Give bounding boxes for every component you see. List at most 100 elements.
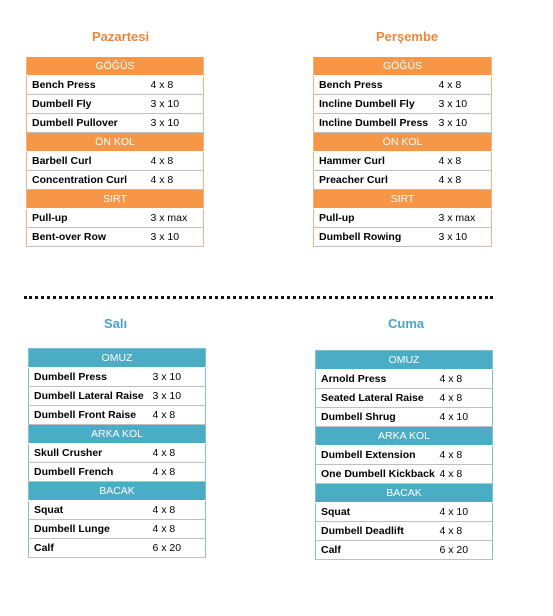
exercise-row: Dumbell Lunge 4 x 8 <box>28 519 206 539</box>
muscle-group-header: OMUZ <box>315 350 493 370</box>
exercise-name: Squat <box>315 502 440 522</box>
sets-reps: 3 x 10 <box>438 227 492 247</box>
exercise-name: Dumbell Extension <box>315 445 440 465</box>
exercise-row: Pull-up 3 x max <box>313 208 492 228</box>
workout-table-persembe: GÖĞÜS Bench Press 4 x 8 Incline Dumbell Fly… <box>313 57 492 247</box>
sets-reps: 3 x 10 <box>150 113 204 133</box>
exercise-row: Calf 6 x 20 <box>315 540 493 560</box>
sets-reps: 4 x 10 <box>439 407 493 427</box>
exercise-name: Dumbell Shrug <box>315 407 440 427</box>
muscle-group-label: SIRT <box>26 189 204 209</box>
sets-reps: 6 x 20 <box>439 540 493 560</box>
muscle-group-header: OMUZ <box>28 348 206 368</box>
exercise-name: Seated Lateral Raise <box>315 388 440 408</box>
sets-reps: 4 x 8 <box>152 462 206 482</box>
sets-reps: 4 x 8 <box>152 500 206 520</box>
sets-reps: 4 x 8 <box>152 405 206 425</box>
exercise-name: Squat <box>28 500 153 520</box>
muscle-group-header: SIRT <box>26 189 204 209</box>
sets-reps: 3 x max <box>150 208 204 228</box>
exercise-row: Pull-up 3 x max <box>26 208 204 228</box>
exercise-row: Seated Lateral Raise 4 x 8 <box>315 388 493 408</box>
muscle-group-header: ÖN KOL <box>26 132 204 152</box>
sets-reps: 4 x 8 <box>150 75 204 95</box>
exercise-name: Dumbell French <box>28 462 153 482</box>
exercise-row: Incline Dumbell Press 3 x 10 <box>313 113 492 133</box>
sets-reps: 3 x max <box>438 208 492 228</box>
exercise-row: Dumbell Lateral Raise 3 x 10 <box>28 386 206 406</box>
exercise-row: Hammer Curl 4 x 8 <box>313 151 492 171</box>
muscle-group-label: OMUZ <box>315 350 493 370</box>
exercise-name: Preacher Curl <box>313 170 439 190</box>
exercise-row: One Dumbell Kickback 4 x 8 <box>315 464 493 484</box>
muscle-group-header: SIRT <box>313 189 492 209</box>
muscle-group-label: GÖĞÜS <box>26 57 204 76</box>
exercise-name: Dumbell Pullover <box>26 113 151 133</box>
sets-reps: 3 x 10 <box>150 94 204 114</box>
day-title-persembe: Perşembe <box>376 29 439 44</box>
exercise-name: Arnold Press <box>315 369 440 389</box>
muscle-group-label: OMUZ <box>28 348 206 368</box>
muscle-group-header: ÖN KOL <box>313 132 492 152</box>
exercise-name: Pull-up <box>313 208 439 228</box>
sets-reps: 4 x 8 <box>438 170 492 190</box>
exercise-row: Dumbell Fly 3 x 10 <box>26 94 204 114</box>
muscle-group-label: BACAK <box>315 483 493 503</box>
muscle-group-label: ÖN KOL <box>26 132 204 152</box>
sets-reps: 4 x 8 <box>439 369 493 389</box>
sets-reps: 4 x 8 <box>439 445 493 465</box>
exercise-row: Concentration Curl 4 x 8 <box>26 170 204 190</box>
exercise-row: Arnold Press 4 x 8 <box>315 369 493 389</box>
exercise-row: Bent-over Row 3 x 10 <box>26 227 204 247</box>
day-title-pazartesi: Pazartesi <box>92 29 150 44</box>
muscle-group-label: SIRT <box>313 189 492 209</box>
sets-reps: 4 x 8 <box>150 151 204 171</box>
exercise-row: Calf 6 x 20 <box>28 538 206 558</box>
sets-reps: 4 x 8 <box>439 521 493 541</box>
exercise-name: Dumbell Deadlift <box>315 521 440 541</box>
exercise-name: Bent-over Row <box>26 227 151 247</box>
exercise-row: Barbell Curl 4 x 8 <box>26 151 204 171</box>
sets-reps: 6 x 20 <box>152 538 206 558</box>
workout-table-cuma: OMUZ Arnold Press 4 x 8 Seated Lateral Rais… <box>315 350 494 560</box>
sets-reps: 3 x 10 <box>150 227 204 247</box>
exercise-row: Dumbell Front Raise 4 x 8 <box>28 405 206 425</box>
exercise-name: Dumbell Rowing <box>313 227 439 247</box>
exercise-name: Calf <box>315 540 440 560</box>
exercise-row: Incline Dumbell Fly 3 x 10 <box>313 94 492 114</box>
exercise-name: Bench Press <box>26 75 151 95</box>
exercise-name: Calf <box>28 538 153 558</box>
exercise-row: Dumbell Rowing 3 x 10 <box>313 227 492 247</box>
exercise-name: Dumbell Front Raise <box>28 405 153 425</box>
sets-reps: 4 x 8 <box>439 464 493 484</box>
exercise-row: Dumbell French 4 x 8 <box>28 462 206 482</box>
exercise-row: Bench Press 4 x 8 <box>313 75 492 95</box>
exercise-row: Dumbell Deadlift 4 x 8 <box>315 521 493 541</box>
sets-reps: 4 x 8 <box>152 519 206 539</box>
day-title-cuma: Cuma <box>388 316 425 331</box>
muscle-group-header: ARKA KOL <box>315 426 493 446</box>
exercise-name: Bench Press <box>313 75 439 95</box>
muscle-group-header: ARKA KOL <box>28 424 206 444</box>
exercise-name: Dumbell Lunge <box>28 519 153 539</box>
exercise-name: Hammer Curl <box>313 151 439 171</box>
exercise-row: Dumbell Extension 4 x 8 <box>315 445 493 465</box>
sets-reps: 4 x 8 <box>438 75 492 95</box>
exercise-row: Dumbell Pullover 3 x 10 <box>26 113 204 133</box>
muscle-group-header: BACAK <box>28 481 206 501</box>
sets-reps: 3 x 10 <box>152 367 206 387</box>
sets-reps: 4 x 8 <box>439 388 493 408</box>
exercise-name: Dumbell Press <box>28 367 153 387</box>
muscle-group-header: GÖĞÜS <box>26 57 204 76</box>
muscle-group-header: BACAK <box>315 483 493 503</box>
day-title-sali: Salı <box>104 316 128 331</box>
section-divider <box>24 296 493 299</box>
exercise-name: Skull Crusher <box>28 443 153 463</box>
sets-reps: 3 x 10 <box>438 113 492 133</box>
exercise-row: Bench Press 4 x 8 <box>26 75 204 95</box>
exercise-name: Incline Dumbell Fly <box>313 94 439 114</box>
exercise-name: Dumbell Lateral Raise <box>28 386 153 406</box>
exercise-name: Incline Dumbell Press <box>313 113 439 133</box>
workout-table-pazartesi: GÖĞÜS Bench Press 4 x 8 Dumbell Fly 3 x 10 Du… <box>26 57 204 247</box>
exercise-name: One Dumbell Kickback <box>315 464 440 484</box>
